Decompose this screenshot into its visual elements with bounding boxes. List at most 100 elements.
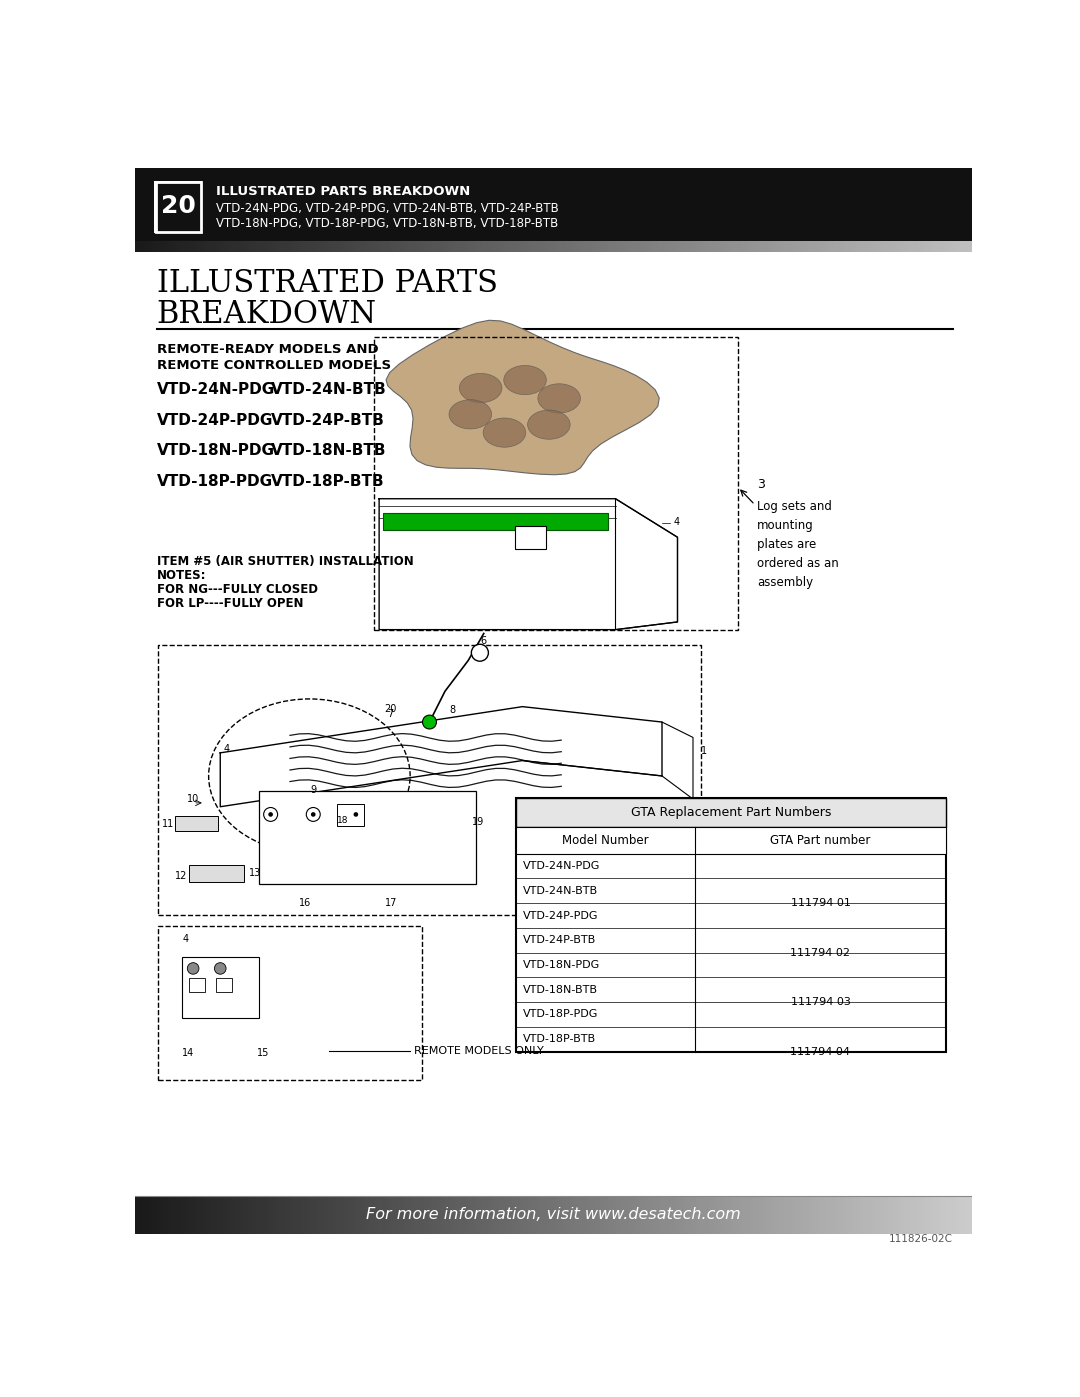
Bar: [211, 1196, 215, 1234]
Ellipse shape: [264, 807, 278, 821]
Bar: [721, 1196, 725, 1234]
Bar: [825, 1196, 829, 1234]
Polygon shape: [386, 320, 659, 475]
Bar: [642, 240, 646, 251]
Text: ILLUSTRATED PARTS: ILLUSTRATED PARTS: [157, 268, 498, 299]
Bar: [148, 1196, 151, 1234]
Bar: [809, 240, 813, 251]
Bar: [215, 1196, 218, 1234]
Text: 4: 4: [183, 935, 188, 944]
Bar: [193, 240, 198, 251]
Text: 111794 02: 111794 02: [791, 947, 850, 958]
Bar: [662, 1196, 666, 1234]
Text: 20: 20: [384, 704, 397, 714]
Bar: [156, 1196, 160, 1234]
Text: FOR NG---FULLY CLOSED: FOR NG---FULLY CLOSED: [157, 583, 318, 595]
Bar: [428, 240, 432, 251]
Bar: [885, 240, 888, 251]
Bar: [825, 240, 829, 251]
Ellipse shape: [311, 812, 315, 817]
Bar: [934, 240, 939, 251]
Bar: [855, 240, 859, 251]
Bar: [294, 1196, 298, 1234]
Bar: [349, 1196, 352, 1234]
Bar: [177, 1196, 181, 1234]
Text: REMOTE-READY MODELS AND: REMOTE-READY MODELS AND: [157, 344, 378, 356]
Bar: [691, 240, 696, 251]
Bar: [637, 1196, 642, 1234]
Bar: [215, 240, 218, 251]
Bar: [244, 1196, 248, 1234]
Bar: [688, 1196, 691, 1234]
Ellipse shape: [471, 644, 488, 661]
Bar: [135, 168, 972, 240]
Text: Log sets and
mounting
plates are
ordered as an
assembly: Log sets and mounting plates are ordered…: [757, 500, 839, 590]
Bar: [646, 1196, 650, 1234]
Bar: [762, 1196, 767, 1234]
Bar: [968, 1196, 972, 1234]
Bar: [620, 240, 624, 251]
Bar: [407, 1196, 411, 1234]
Bar: [403, 240, 407, 251]
Bar: [713, 240, 717, 251]
Bar: [813, 240, 818, 251]
Bar: [269, 240, 273, 251]
Bar: [885, 1196, 888, 1234]
Bar: [327, 1196, 332, 1234]
Bar: [235, 240, 240, 251]
Bar: [537, 240, 541, 251]
Bar: [834, 1196, 838, 1234]
Bar: [956, 240, 959, 251]
Bar: [675, 1196, 679, 1234]
Bar: [307, 1196, 311, 1234]
Bar: [918, 1196, 922, 1234]
Bar: [554, 1196, 557, 1234]
Ellipse shape: [459, 373, 502, 402]
Bar: [963, 240, 968, 251]
Bar: [800, 1196, 805, 1234]
Bar: [562, 240, 566, 251]
Bar: [382, 1196, 387, 1234]
Bar: [599, 240, 604, 251]
Bar: [253, 240, 256, 251]
Bar: [193, 1196, 198, 1234]
Bar: [189, 240, 193, 251]
Bar: [545, 1196, 550, 1234]
Bar: [608, 1196, 612, 1234]
Bar: [378, 1196, 382, 1234]
Text: Model Number: Model Number: [562, 834, 649, 847]
Text: VTD-24P-PDG: VTD-24P-PDG: [523, 911, 598, 921]
Bar: [154, 180, 202, 233]
Bar: [583, 1196, 588, 1234]
Bar: [557, 240, 562, 251]
Bar: [595, 240, 599, 251]
Bar: [896, 1196, 901, 1234]
Bar: [805, 1196, 809, 1234]
Bar: [298, 240, 302, 251]
Bar: [629, 1196, 633, 1234]
Bar: [617, 240, 620, 251]
Bar: [361, 1196, 365, 1234]
Bar: [524, 240, 528, 251]
Bar: [336, 1196, 340, 1234]
Bar: [181, 240, 186, 251]
Text: 12: 12: [175, 872, 188, 882]
Bar: [666, 1196, 671, 1234]
Bar: [926, 240, 930, 251]
Bar: [211, 240, 215, 251]
Bar: [307, 240, 311, 251]
Bar: [516, 240, 521, 251]
Bar: [177, 240, 181, 251]
Bar: [842, 240, 847, 251]
Text: VTD-18P-BTB: VTD-18P-BTB: [271, 474, 384, 489]
Bar: [394, 1196, 399, 1234]
Bar: [478, 1196, 483, 1234]
Bar: [382, 240, 387, 251]
Bar: [135, 1196, 139, 1234]
Bar: [457, 240, 461, 251]
Text: 111826-02C: 111826-02C: [889, 1234, 953, 1245]
Bar: [968, 240, 972, 251]
Bar: [159, 926, 422, 1080]
Bar: [604, 1196, 608, 1234]
Bar: [579, 240, 583, 251]
